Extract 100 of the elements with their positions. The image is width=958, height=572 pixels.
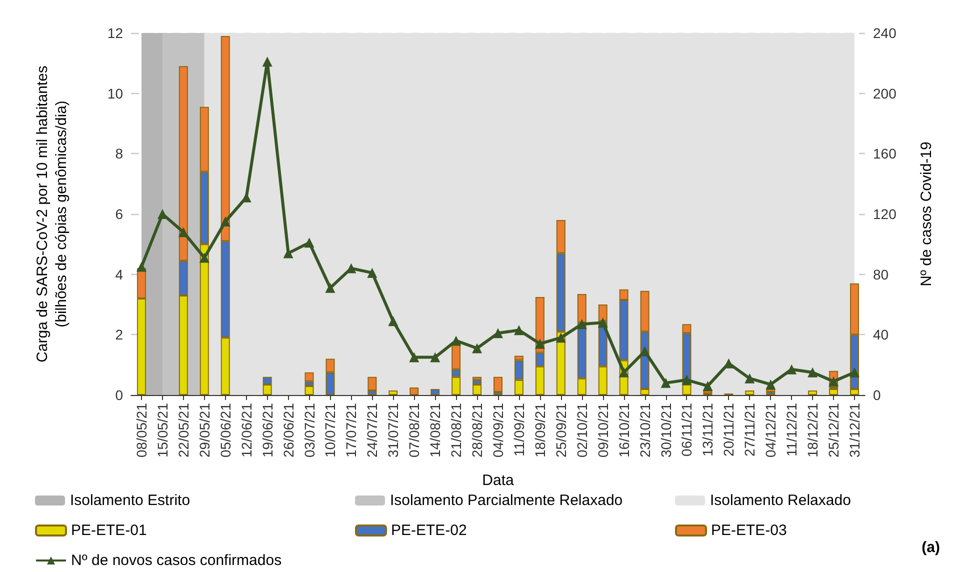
bar <box>304 386 314 395</box>
y-tick-label: 4 <box>115 266 124 282</box>
x-tick-label: 25/12/21 <box>826 402 842 458</box>
x-tick-label: 12/06/21 <box>238 402 254 458</box>
y2-tick-label: 200 <box>873 85 897 102</box>
x-tick-label: 11/09/21 <box>510 402 527 456</box>
y2-tick-label: 0 <box>873 387 881 403</box>
point <box>744 373 755 384</box>
bar <box>745 390 754 395</box>
x-tick-label: 02/10/21 <box>574 402 590 458</box>
point <box>556 332 566 343</box>
x-tick-label: 04/09/21 <box>490 402 506 458</box>
point <box>472 343 482 354</box>
legend-label: Isolamento Relaxado <box>710 492 851 509</box>
y-tick-label: 6 <box>115 206 124 222</box>
x-tick-label: 24/07/21 <box>364 402 380 458</box>
x-tick-label: 31/07/21 <box>385 402 402 458</box>
point <box>766 379 776 390</box>
point <box>598 318 608 328</box>
bar <box>494 376 502 392</box>
x-tick-label: 03/07/21 <box>301 402 318 458</box>
x-tick-label: 13/11/21 <box>700 402 716 456</box>
x-tick-label: 18/09/21 <box>532 402 548 458</box>
point <box>178 227 188 238</box>
x-tick-label: 22/05/21 <box>175 402 192 458</box>
y2-tick-label: 120 <box>873 206 897 222</box>
y-tick-label: 8 <box>115 146 124 162</box>
y2-tick-label: 160 <box>873 146 897 162</box>
bar <box>766 392 776 395</box>
x-tick-label: 06/11/21 <box>678 402 695 456</box>
x-tick-label: 23/10/21 <box>636 402 653 458</box>
x-tick-label: 15/05/21 <box>154 402 170 458</box>
x-tick-label: 26/06/21 <box>280 402 296 458</box>
point <box>199 252 210 263</box>
x-tick-label: 29/05/21 <box>196 402 212 458</box>
x-tick-label: 27/11/21 <box>742 402 758 456</box>
x-tick-label: 10/07/21 <box>322 402 338 458</box>
y-tick-label: 10 <box>107 85 124 102</box>
legend-label: PE-ETE-03 <box>711 522 787 539</box>
point <box>786 364 797 374</box>
x-tick-label: 17/07/21 <box>343 402 360 458</box>
point <box>682 374 692 385</box>
x-tick-label: 25/09/21 <box>552 402 569 458</box>
y2-tick-label: 80 <box>873 266 889 282</box>
point <box>325 282 336 293</box>
point <box>850 367 860 378</box>
point <box>262 56 272 67</box>
legend-label: Isolamento Parcialmente Relaxado <box>390 492 623 509</box>
y-tick-label: 12 <box>107 25 124 41</box>
x-tick-label: 18/12/21 <box>804 402 821 458</box>
y-tick-label: 0 <box>115 387 124 403</box>
legend-label: Isolamento Estrito <box>70 492 190 509</box>
x-tick-label: 28/08/21 <box>469 402 486 458</box>
point <box>451 336 462 346</box>
point <box>430 352 440 362</box>
point <box>808 367 818 378</box>
bar <box>472 384 482 395</box>
point <box>157 209 168 219</box>
x-tick-label: 21/08/21 <box>448 402 464 458</box>
point <box>388 316 398 326</box>
y-tick-label: 2 <box>115 326 124 343</box>
point <box>576 319 587 330</box>
y2-axis-title: Nº de casos Covid-19 <box>918 142 935 286</box>
point <box>660 378 671 388</box>
point <box>409 352 420 362</box>
x-tick-label: 09/10/21 <box>594 402 611 458</box>
x-tick-label: 07/08/21 <box>406 402 422 458</box>
x-tick-label: 11/12/21 <box>784 402 800 456</box>
legend-label: PE-ETE-02 <box>391 522 467 539</box>
point <box>534 338 545 349</box>
point <box>828 376 839 386</box>
point <box>618 367 629 378</box>
x-tick-label: 31/12/21 <box>846 402 863 458</box>
point <box>702 380 713 391</box>
y2-tick-label: 40 <box>873 326 889 343</box>
point <box>724 358 734 368</box>
x-tick-label: 04/12/21 <box>762 402 779 458</box>
bar <box>430 388 440 395</box>
point <box>514 325 524 336</box>
y2-tick-label: 240 <box>873 25 897 41</box>
x-axis-title: Data <box>482 472 514 489</box>
y-axis-title: Carga de SARS-CoV-2 por 10 mil habitantes (bilhões de cópias genômicas/dia) <box>34 66 70 362</box>
point <box>220 216 230 227</box>
x-tick-label: 14/08/21 <box>427 402 444 458</box>
bar <box>410 387 419 395</box>
x-tick-label: 20/11/21 <box>720 402 737 456</box>
legend-label: PE-ETE-01 <box>71 522 147 539</box>
x-tick-label: 30/10/21 <box>658 402 674 458</box>
point <box>136 262 146 272</box>
x-tick-label: 08/05/21 <box>133 402 150 458</box>
bar <box>808 390 818 395</box>
point <box>367 268 378 278</box>
point <box>346 263 356 274</box>
x-tick-label: 05/06/21 <box>217 402 234 458</box>
x-tick-label: 16/10/21 <box>616 402 632 458</box>
point <box>304 238 314 248</box>
x-tick-label: 19/06/21 <box>259 402 276 458</box>
point <box>493 328 503 338</box>
bar <box>388 390 398 395</box>
text: (a) <box>922 539 940 556</box>
